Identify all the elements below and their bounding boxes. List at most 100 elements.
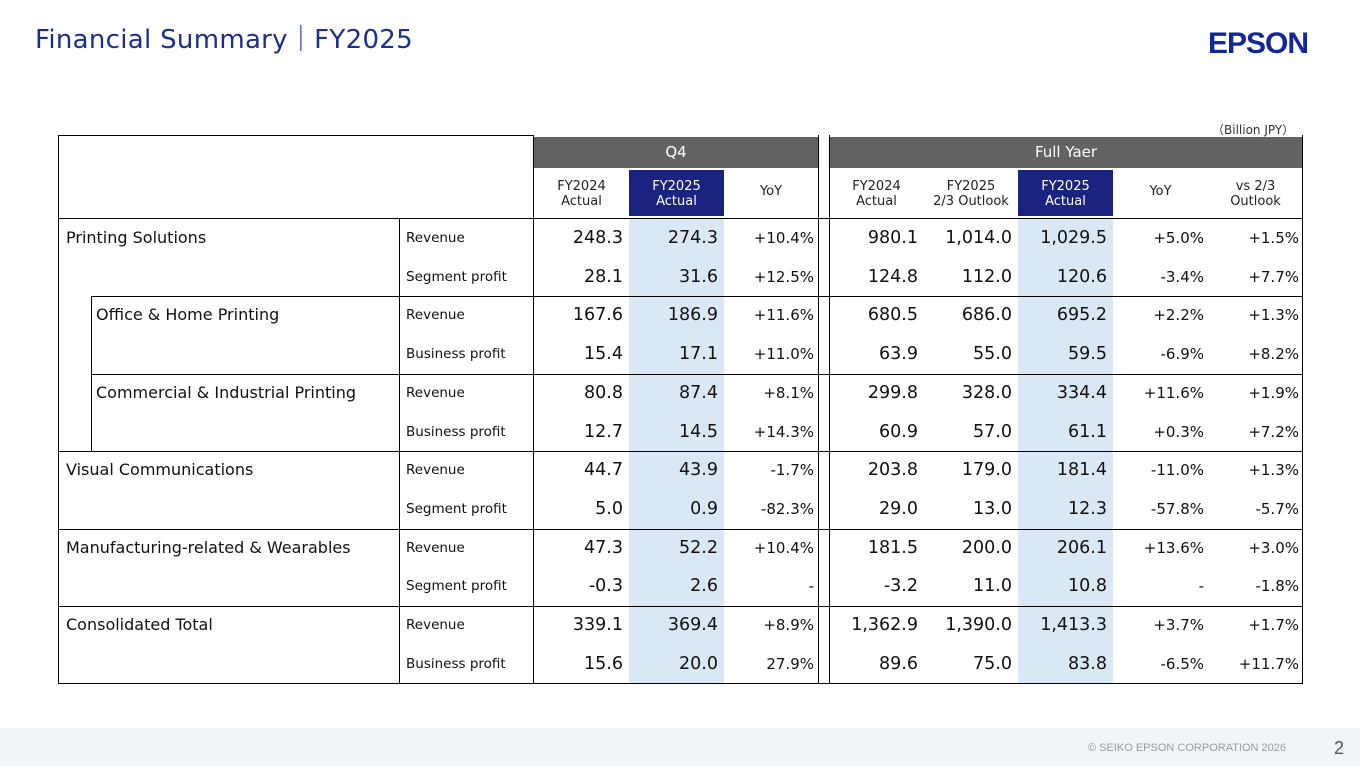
value-cell: 61.1 (1068, 421, 1107, 442)
value-cell: +8.2% (1248, 345, 1299, 364)
value-cell: 274.3 (667, 228, 718, 248)
footer-bar (0, 728, 1360, 766)
table-rule (1302, 135, 1303, 684)
value-cell: +12.5% (753, 267, 814, 286)
copyright: © SEIKO EPSON CORPORATION 2026 (1088, 742, 1287, 754)
value-cell: 686.0 (961, 305, 1012, 326)
value-cell: 186.9 (667, 305, 718, 326)
value-cell: -82.3% (760, 499, 814, 518)
value-cell: - (1198, 577, 1204, 596)
value-cell: 248.3 (572, 228, 623, 248)
value-cell: +11.6% (1143, 383, 1204, 402)
value-cell: 80.8 (584, 382, 623, 403)
table-rule (533, 135, 534, 684)
table-rule (58, 683, 1303, 685)
value-cell: 112.0 (961, 266, 1012, 287)
value-cell: 124.8 (867, 266, 918, 287)
metric-label: Segment profit (406, 500, 507, 517)
table-rule (829, 135, 830, 684)
full-year-group-header: Full Yaer (829, 137, 1303, 168)
value-cell: 0.9 (690, 498, 718, 519)
value-cell: 203.8 (867, 460, 918, 481)
value-cell: 47.3 (584, 537, 623, 558)
value-cell: 1,014.0 (945, 228, 1012, 248)
value-cell: 20.0 (679, 653, 718, 674)
value-cell: 5.0 (595, 498, 623, 519)
column-header-line: YoY (759, 184, 783, 199)
value-cell: 328.0 (961, 382, 1012, 403)
column-header-line: YoY (1149, 184, 1172, 199)
unit-label: （Billion JPY） (1212, 123, 1295, 137)
metric-label: Revenue (406, 307, 465, 324)
table-rule (91, 296, 92, 452)
value-cell: +11.7% (1238, 654, 1299, 673)
value-cell: +11.6% (753, 306, 814, 325)
column-header-line: vs 2/3 (1235, 179, 1276, 194)
value-cell: -6.9% (1160, 345, 1204, 364)
value-cell: 181.4 (1056, 460, 1107, 481)
value-cell: +7.2% (1248, 422, 1299, 441)
value-cell: 167.6 (572, 305, 623, 326)
value-cell: 369.4 (667, 615, 718, 635)
value-cell: +1.3% (1248, 306, 1299, 325)
value-cell: +13.6% (1143, 538, 1204, 557)
column-header-line: Actual (856, 194, 897, 209)
value-cell: 87.4 (679, 382, 718, 403)
value-cell: +3.7% (1153, 616, 1204, 634)
value-cell: -5.7% (1255, 499, 1299, 518)
value-cell: 339.1 (572, 615, 623, 635)
value-cell: -57.8% (1150, 499, 1204, 518)
segment-label: Printing Solutions (66, 228, 207, 247)
segment-label: Commercial & Industrial Printing (96, 382, 357, 402)
column-header-line: Actual (1045, 194, 1086, 209)
column-header-line: Outlook (1230, 194, 1281, 209)
value-cell: +1.9% (1248, 383, 1299, 402)
column-header-line: FY2024 (557, 179, 606, 194)
metric-label: Business profit (406, 655, 506, 672)
value-cell: 181.5 (867, 537, 918, 558)
value-cell: 206.1 (1056, 537, 1107, 558)
table-rule (58, 218, 1303, 219)
column-header: FY2024 Actual (829, 170, 924, 216)
value-cell: 1,362.9 (851, 615, 918, 635)
segment-label: Consolidated Total (66, 615, 213, 634)
value-cell: 15.4 (584, 344, 623, 365)
value-cell: 334.4 (1056, 382, 1107, 403)
table-rule (58, 135, 534, 136)
value-cell: +10.4% (753, 538, 814, 557)
value-cell: -1.7% (770, 461, 814, 480)
page-number: 2 (1334, 738, 1345, 758)
column-header: FY2024 Actual (534, 170, 629, 216)
column-header-line: FY2025 (1041, 179, 1090, 194)
metric-label: Business profit (406, 423, 506, 440)
metric-label: Segment profit (406, 578, 507, 595)
value-cell: 980.1 (867, 228, 918, 248)
value-cell: 17.1 (679, 344, 718, 365)
column-header: vs 2/3 Outlook (1208, 170, 1303, 216)
segment-label: Manufacturing-related & Wearables (66, 537, 351, 557)
value-cell: 1,029.5 (1040, 228, 1107, 248)
segment-label: Visual Communications (66, 460, 254, 480)
table-rule (91, 296, 1303, 298)
table-rule (58, 451, 1303, 453)
value-cell: 12.7 (584, 421, 623, 442)
value-cell: 179.0 (961, 460, 1012, 481)
value-cell: 27.9% (766, 654, 814, 673)
value-cell: 55.0 (973, 344, 1012, 365)
value-cell: - (808, 577, 814, 596)
table-rule (58, 135, 59, 684)
metric-label: Revenue (406, 384, 465, 401)
value-cell: 2.6 (690, 576, 718, 597)
table-rule (58, 606, 1303, 607)
metric-label: Revenue (406, 617, 465, 633)
value-cell: +8.9% (763, 616, 814, 634)
value-cell: 12.3 (1068, 498, 1107, 519)
value-cell: 299.8 (867, 382, 918, 403)
column-header-line: FY2025 (946, 179, 996, 194)
value-cell: 10.8 (1068, 576, 1107, 597)
value-cell: 13.0 (973, 498, 1012, 519)
value-cell: +1.5% (1248, 229, 1299, 247)
value-cell: 59.5 (1068, 344, 1107, 365)
value-cell: -3.2 (883, 576, 918, 597)
value-cell: +1.3% (1248, 461, 1299, 480)
